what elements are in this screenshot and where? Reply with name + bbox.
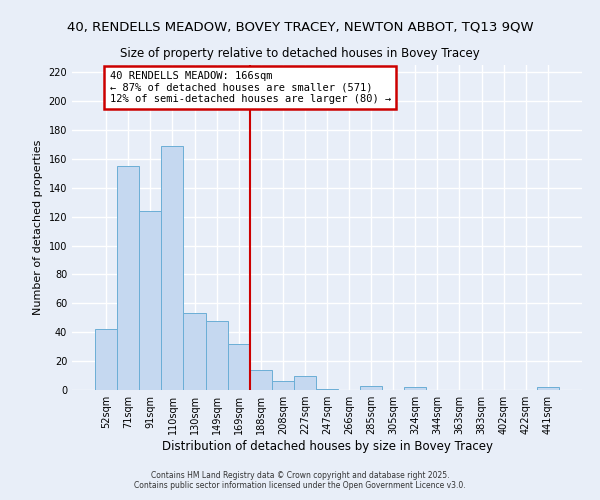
Text: Size of property relative to detached houses in Bovey Tracey: Size of property relative to detached ho… [120,48,480,60]
Y-axis label: Number of detached properties: Number of detached properties [33,140,43,315]
Text: 40 RENDELLS MEADOW: 166sqm
← 87% of detached houses are smaller (571)
12% of sem: 40 RENDELLS MEADOW: 166sqm ← 87% of deta… [110,71,391,104]
Bar [360,386,382,390]
Bar [537,387,559,390]
X-axis label: Distribution of detached houses by size in Bovey Tracey: Distribution of detached houses by size … [161,440,493,453]
Bar [184,314,206,390]
Bar [272,382,294,390]
Bar [316,388,338,390]
Bar [161,146,184,390]
Bar [139,211,161,390]
Text: Contains HM Land Registry data © Crown copyright and database right 2025.
Contai: Contains HM Land Registry data © Crown c… [134,470,466,490]
Bar [206,320,227,390]
Bar [117,166,139,390]
Bar [250,370,272,390]
Bar [404,387,427,390]
Bar [294,376,316,390]
Text: 40, RENDELLS MEADOW, BOVEY TRACEY, NEWTON ABBOT, TQ13 9QW: 40, RENDELLS MEADOW, BOVEY TRACEY, NEWTO… [67,20,533,33]
Bar [227,344,250,390]
Bar [95,330,117,390]
